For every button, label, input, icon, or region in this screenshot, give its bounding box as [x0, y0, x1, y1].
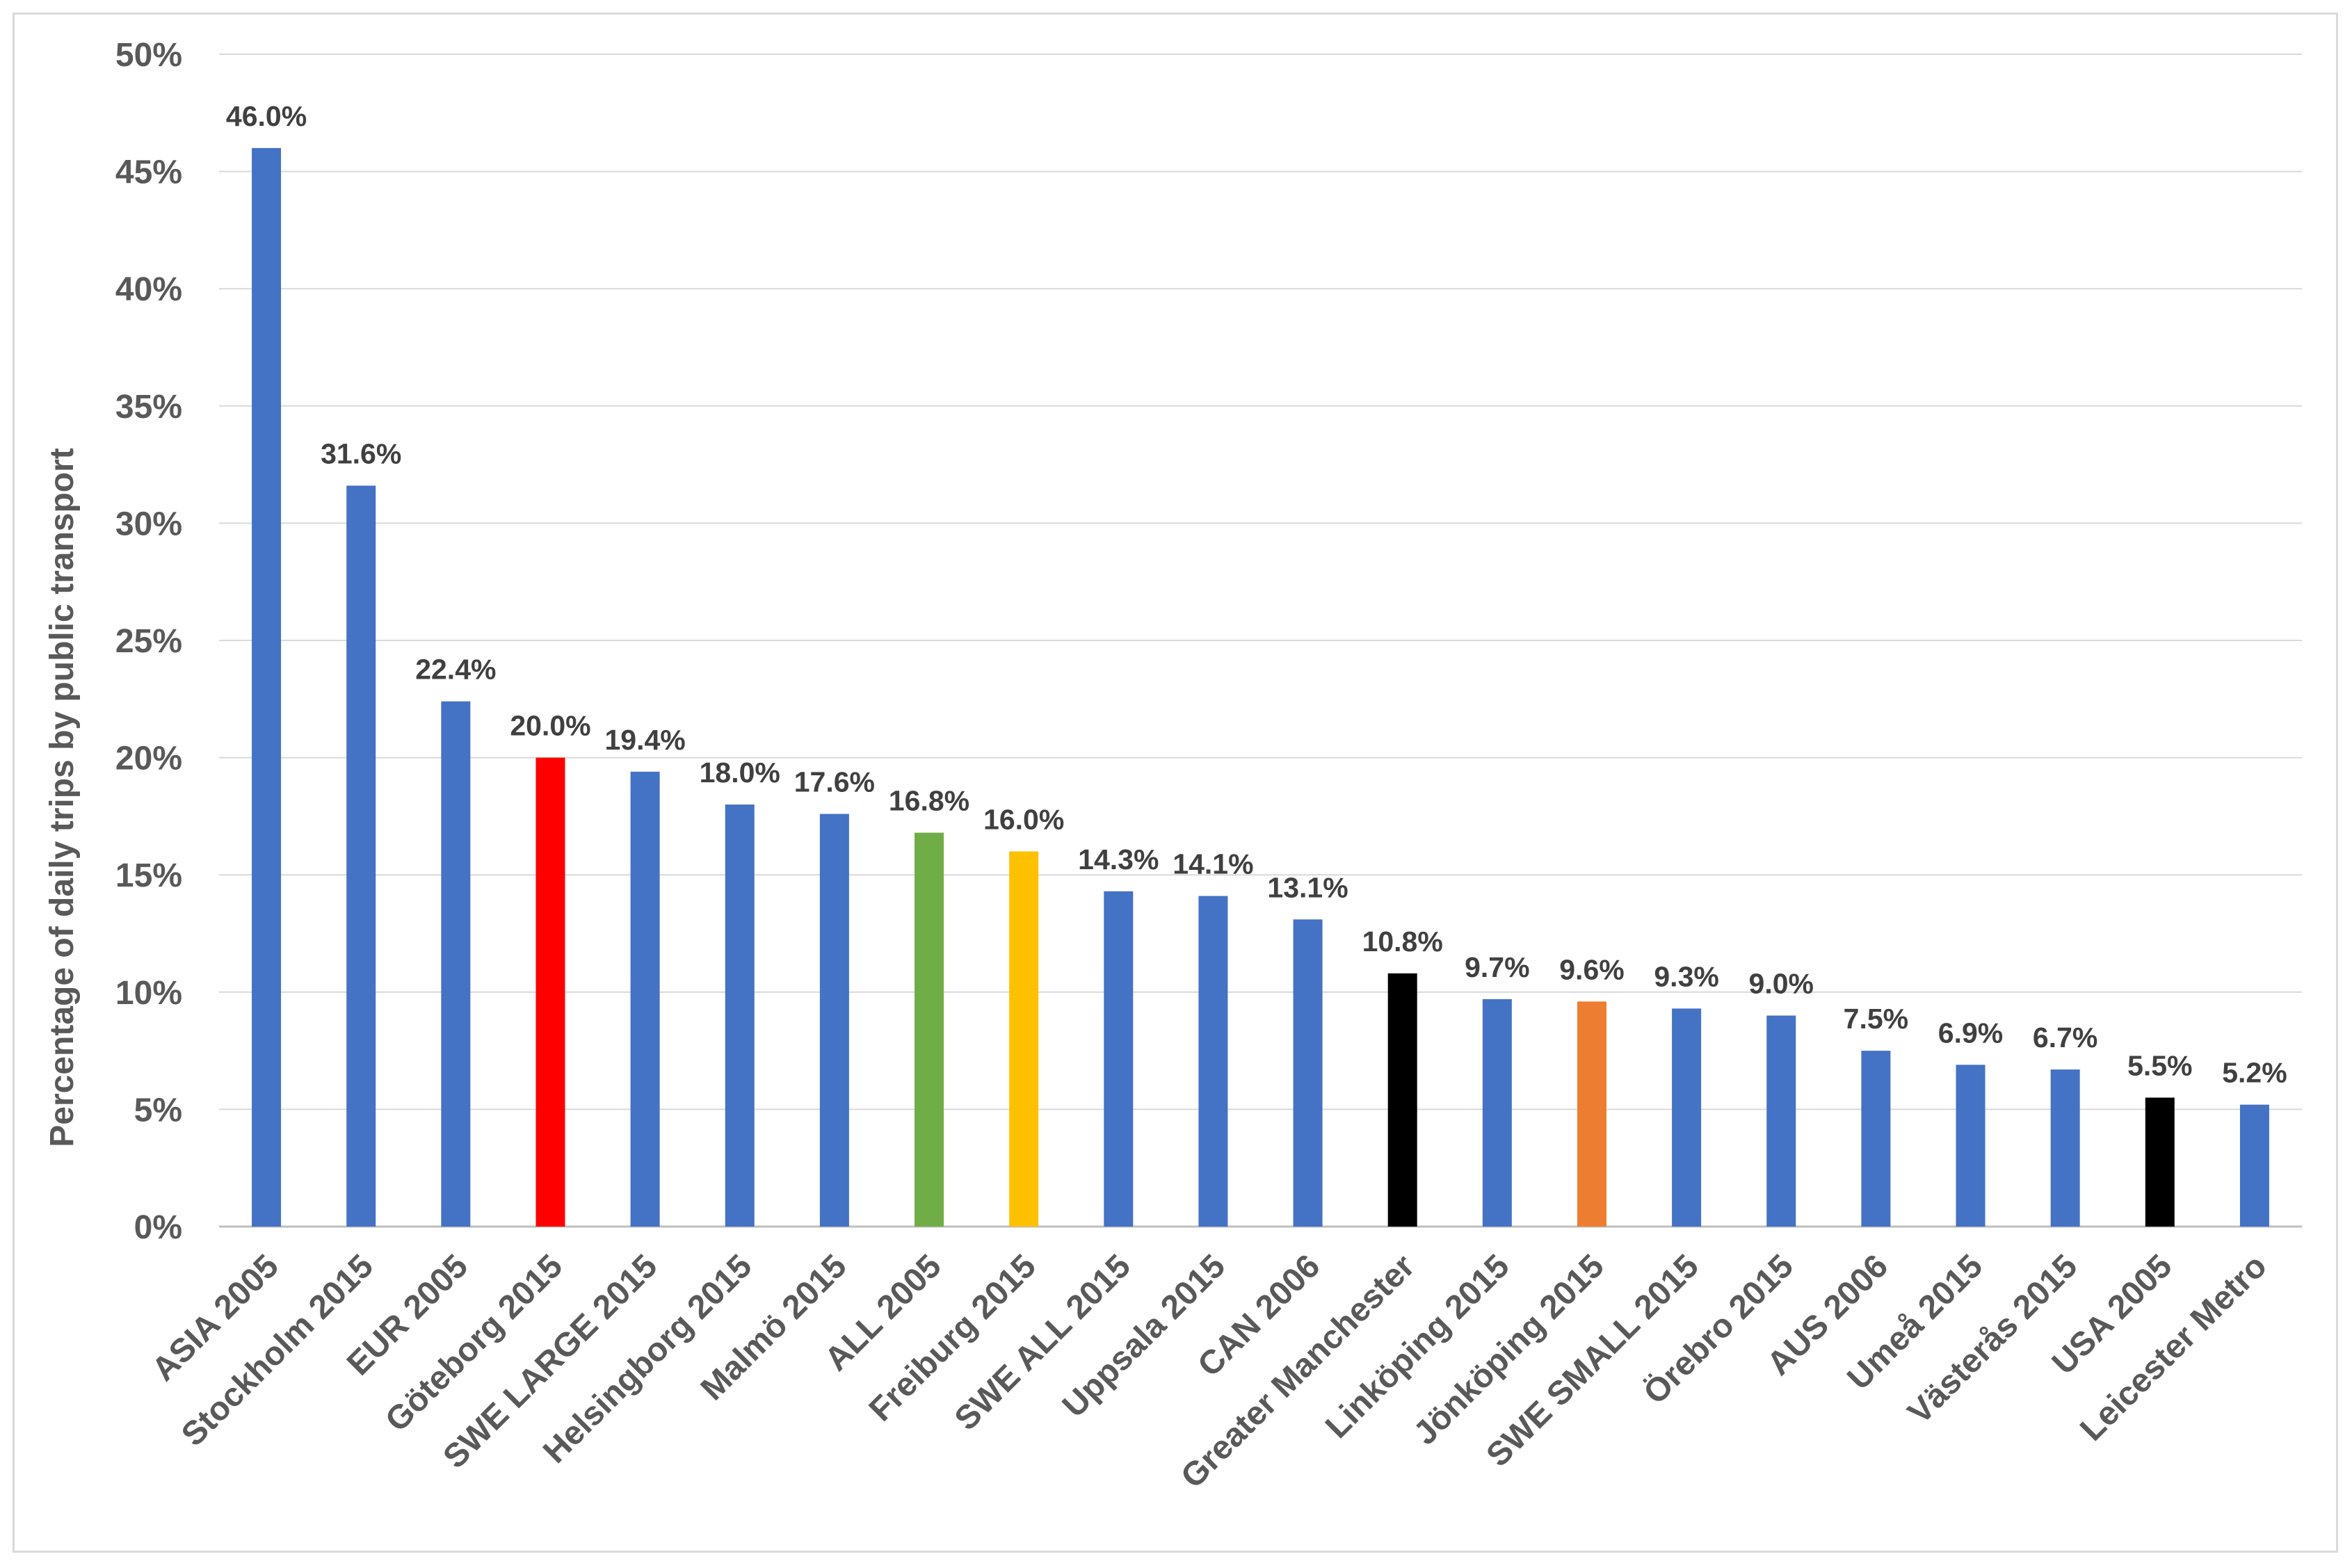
data-label: 5.2% [2222, 1057, 2287, 1089]
data-label: 9.6% [1559, 953, 1624, 985]
data-label: 9.3% [1654, 960, 1718, 992]
bar-14 [1482, 999, 1512, 1227]
x-category-label: Göteborg 2015 [378, 1247, 570, 1439]
data-label: 14.1% [1173, 848, 1253, 880]
bar-4 [535, 757, 565, 1227]
y-tick-label: 15% [115, 857, 182, 894]
data-label: 9.7% [1465, 951, 1529, 983]
grid-lines [219, 54, 2302, 1228]
bar-20 [2050, 1069, 2080, 1227]
y-tick-label: 35% [115, 389, 182, 426]
data-label: 16.0% [983, 803, 1064, 835]
bar-13 [1387, 973, 1417, 1227]
bar-16 [1672, 1008, 1702, 1227]
y-tick-label: 25% [115, 623, 182, 660]
bar-9 [1009, 851, 1039, 1227]
data-label: 6.7% [2033, 1021, 2097, 1053]
data-label: 14.3% [1078, 843, 1159, 875]
data-label: 5.5% [2127, 1050, 2192, 1082]
data-label: 17.6% [794, 766, 875, 798]
y-tick-label: 45% [115, 154, 182, 191]
bar-17 [1766, 1015, 1796, 1227]
y-tick-label: 50% [115, 37, 182, 74]
x-category-label: SWE ALL 2015 [948, 1247, 1138, 1437]
x-category-label: Freiburg 2015 [862, 1247, 1043, 1428]
bar-7 [819, 814, 849, 1227]
bars [252, 147, 2269, 1227]
data-label: 31.6% [321, 437, 401, 469]
y-axis-title: Percentage of daily trips by public tran… [44, 448, 81, 1147]
y-tick-label: 40% [115, 271, 182, 308]
data-label: 13.1% [1267, 871, 1348, 903]
bar-5 [630, 771, 660, 1227]
y-tick-label: 30% [115, 506, 182, 542]
data-label: 9.0% [1749, 968, 1814, 1000]
bar-11 [1198, 896, 1228, 1227]
y-tick-label: 0% [134, 1209, 182, 1246]
chart-frame [13, 13, 2338, 1553]
bar-12 [1293, 919, 1323, 1227]
data-label: 19.4% [604, 724, 685, 756]
bar-18 [1861, 1051, 1891, 1227]
bar-22 [2239, 1104, 2269, 1227]
bar-1 [252, 147, 282, 1227]
bar-2 [346, 485, 376, 1227]
data-label: 6.9% [1938, 1017, 2003, 1049]
data-label: 7.5% [1844, 1003, 1908, 1035]
bar-19 [1956, 1065, 1985, 1227]
bar-10 [1104, 891, 1134, 1227]
data-label: 16.8% [889, 785, 969, 817]
bar-6 [725, 805, 755, 1227]
x-category-label: Uppsala 2015 [1056, 1247, 1232, 1424]
bar-15 [1577, 1001, 1606, 1227]
bar-21 [2145, 1097, 2175, 1227]
data-labels: 46.0% 31.6% 22.4% 20.0% 19.4% 18.0% 17.6% 16.8%… [226, 100, 2287, 1089]
y-tick-label: 5% [134, 1092, 182, 1129]
x-category-label: Västerås 2015 [1901, 1247, 2084, 1431]
data-label: 20.0% [510, 710, 590, 742]
data-label: 18.0% [700, 757, 780, 789]
data-label: 46.0% [226, 100, 307, 132]
data-label: 10.8% [1362, 926, 1443, 957]
y-tick-label: 10% [115, 975, 182, 1012]
y-axis-ticks: 0% 5% 10% 15% 20% 25% 30% 35% 40% 45% 50% [115, 37, 182, 1246]
data-label: 22.4% [415, 654, 496, 686]
y-tick-label: 20% [115, 741, 182, 777]
bar-3 [441, 701, 471, 1227]
bar-8 [915, 832, 944, 1227]
